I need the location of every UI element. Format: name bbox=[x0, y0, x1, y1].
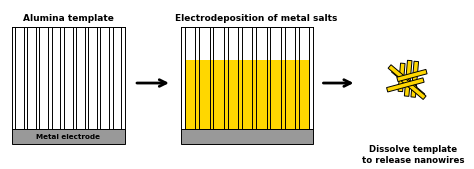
Bar bbox=[199, 27, 210, 129]
Polygon shape bbox=[401, 78, 426, 100]
Text: Alumina template: Alumina template bbox=[23, 14, 114, 23]
Bar bbox=[181, 129, 313, 144]
Bar bbox=[284, 27, 295, 129]
Bar bbox=[299, 27, 309, 60]
Bar bbox=[181, 27, 185, 129]
Bar bbox=[39, 27, 48, 129]
Text: Electrodeposition of metal salts: Electrodeposition of metal salts bbox=[175, 14, 338, 23]
Bar bbox=[15, 27, 24, 129]
Bar bbox=[228, 27, 238, 60]
Polygon shape bbox=[387, 78, 424, 92]
Bar bbox=[299, 60, 309, 129]
Bar bbox=[270, 27, 281, 129]
Polygon shape bbox=[404, 60, 412, 96]
Bar bbox=[112, 27, 121, 129]
Bar bbox=[242, 27, 252, 60]
Bar bbox=[242, 60, 252, 129]
Bar bbox=[213, 60, 224, 129]
Bar bbox=[88, 27, 97, 129]
Bar bbox=[185, 27, 195, 129]
Bar bbox=[76, 27, 85, 129]
Polygon shape bbox=[411, 61, 419, 97]
Bar bbox=[88, 27, 97, 129]
Text: Dissolve template
to release nanowires: Dissolve template to release nanowires bbox=[362, 146, 464, 165]
Bar bbox=[12, 27, 15, 129]
Bar bbox=[185, 60, 195, 129]
Bar bbox=[27, 27, 36, 129]
Bar bbox=[100, 27, 109, 129]
Bar bbox=[181, 60, 313, 129]
Bar bbox=[52, 27, 61, 129]
Bar bbox=[12, 129, 125, 144]
Bar bbox=[100, 27, 109, 129]
Polygon shape bbox=[388, 65, 417, 90]
Bar bbox=[213, 27, 224, 60]
Bar bbox=[39, 27, 48, 129]
Bar bbox=[64, 27, 73, 129]
Polygon shape bbox=[397, 69, 427, 82]
Bar bbox=[27, 27, 36, 129]
Bar bbox=[270, 60, 281, 129]
Bar bbox=[309, 27, 313, 129]
Bar bbox=[256, 27, 266, 60]
Bar bbox=[284, 27, 295, 60]
Bar bbox=[199, 27, 210, 60]
Bar bbox=[185, 27, 195, 60]
Text: Metal electrode: Metal electrode bbox=[36, 134, 100, 140]
Bar bbox=[121, 27, 125, 129]
Bar bbox=[64, 27, 73, 129]
Bar bbox=[76, 27, 85, 129]
Polygon shape bbox=[392, 69, 425, 98]
Bar bbox=[52, 27, 61, 129]
Bar bbox=[299, 27, 309, 129]
Bar bbox=[213, 27, 224, 129]
Bar bbox=[256, 60, 266, 129]
Bar bbox=[112, 27, 121, 129]
Bar bbox=[242, 27, 252, 129]
Bar bbox=[228, 60, 238, 129]
Bar bbox=[270, 27, 281, 60]
Bar bbox=[284, 60, 295, 129]
Bar bbox=[256, 27, 266, 129]
Bar bbox=[15, 27, 24, 129]
Bar bbox=[199, 60, 210, 129]
Polygon shape bbox=[398, 63, 405, 92]
Bar bbox=[228, 27, 238, 129]
